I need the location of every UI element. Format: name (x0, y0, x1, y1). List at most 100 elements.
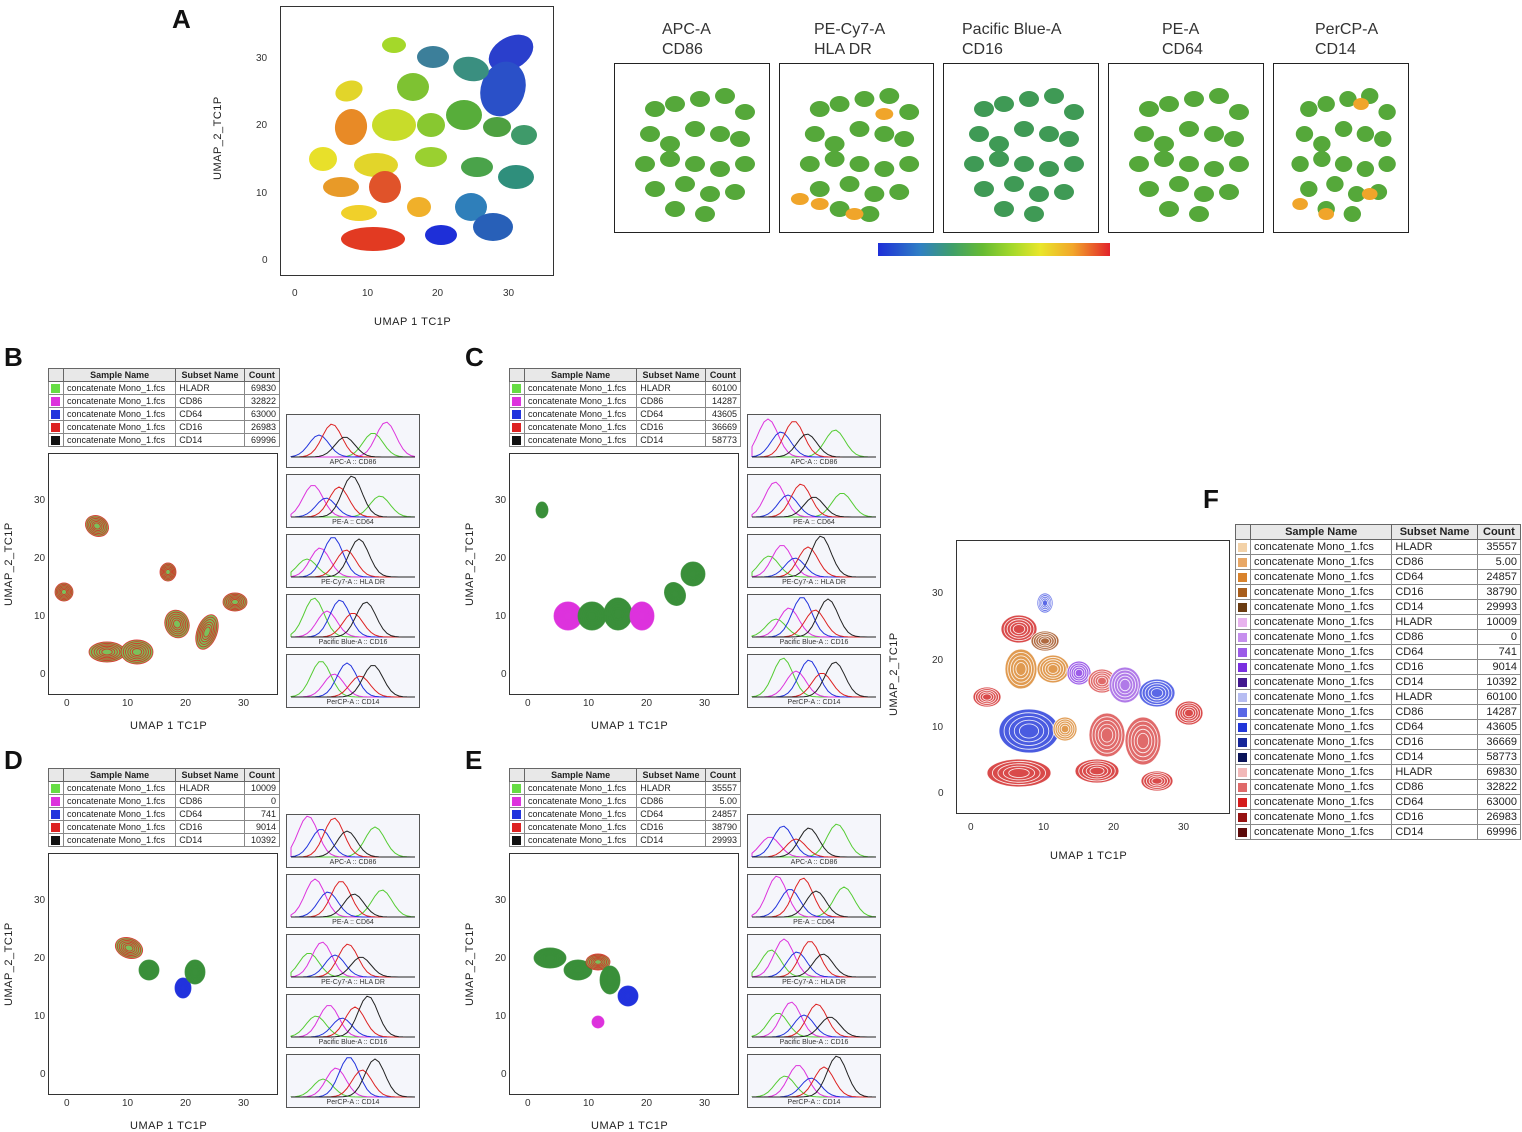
col-count[interactable]: Count (1476, 524, 1522, 540)
table-row[interactable]: concatenate Mono_1.fcs CD14 69996 (1235, 824, 1522, 840)
count-cell: 36669 (704, 420, 742, 434)
umap-contour-plot-e (509, 853, 739, 1095)
legend-swatch (48, 794, 64, 808)
heatmap-cluster (725, 184, 745, 200)
population-contour (585, 953, 611, 971)
population-contour (1066, 660, 1092, 686)
histogram-cd14: PerCP-A :: CD14 (286, 1054, 420, 1108)
population-contour (591, 1015, 605, 1029)
col-count[interactable]: Count (243, 368, 281, 382)
table-row[interactable]: concatenate Mono_1.fcs HLADR 35557 (509, 781, 742, 795)
cluster-point-group (341, 205, 377, 221)
col-count[interactable]: Count (704, 368, 742, 382)
table-row[interactable]: concatenate Mono_1.fcs CD86 5.00 (1235, 554, 1522, 570)
histogram-axis-label: Pacific Blue-A :: CD16 (779, 1039, 849, 1046)
population-contour (1030, 630, 1060, 652)
col-subset-name[interactable]: Subset Name (636, 768, 706, 782)
table-row[interactable]: concatenate Mono_1.fcs CD64 24857 (509, 807, 742, 821)
table-row[interactable]: concatenate Mono_1.fcs CD86 0 (48, 794, 281, 808)
table-row[interactable]: concatenate Mono_1.fcs CD14 10392 (1235, 674, 1522, 690)
table-row[interactable]: concatenate Mono_1.fcs CD16 9014 (48, 820, 281, 834)
y-tick: 20 (495, 953, 507, 964)
table-row[interactable]: concatenate Mono_1.fcs CD14 29993 (1235, 599, 1522, 615)
heatmap-cluster (824, 151, 845, 167)
umap-scatter-plot-a (280, 6, 554, 276)
subset-name-cell: CD86 (175, 394, 245, 408)
table-row[interactable]: concatenate Mono_1.fcs HLADR 10009 (1235, 614, 1522, 630)
heatmap-cluster (1300, 101, 1318, 117)
population-contour (664, 582, 686, 606)
population-contour (986, 758, 1052, 788)
col-subset-name[interactable]: Subset Name (175, 768, 245, 782)
table-row[interactable]: concatenate Mono_1.fcs CD64 63000 (48, 407, 281, 421)
col-sample-name[interactable]: Sample Name (62, 768, 177, 782)
table-row[interactable]: concatenate Mono_1.fcs CD14 58773 (509, 433, 742, 447)
histogram-curve (291, 436, 415, 458)
table-row[interactable]: concatenate Mono_1.fcs CD64 741 (1235, 644, 1522, 660)
table-row[interactable]: concatenate Mono_1.fcs CD14 69996 (48, 433, 281, 447)
col-sample-name[interactable]: Sample Name (1249, 524, 1393, 540)
table-row[interactable]: concatenate Mono_1.fcs CD86 32822 (48, 394, 281, 408)
table-row[interactable]: concatenate Mono_1.fcs CD14 58773 (1235, 749, 1522, 765)
table-row[interactable]: concatenate Mono_1.fcs CD16 38790 (509, 820, 742, 834)
table-row[interactable]: concatenate Mono_1.fcs HLADR 69830 (48, 381, 281, 395)
table-row[interactable]: concatenate Mono_1.fcs HLADR 35557 (1235, 539, 1522, 555)
table-row[interactable]: concatenate Mono_1.fcs CD86 5.00 (509, 794, 742, 808)
x-tick: 10 (122, 1098, 134, 1109)
histogram-cd16: Pacific Blue-A :: CD16 (286, 594, 420, 648)
col-count[interactable]: Count (704, 768, 742, 782)
table-row[interactable]: concatenate Mono_1.fcs CD16 36669 (509, 420, 742, 434)
col-sample-name[interactable]: Sample Name (523, 768, 638, 782)
sample-name-cell: concatenate Mono_1.fcs (523, 433, 638, 447)
table-row[interactable]: concatenate Mono_1.fcs CD86 14287 (1235, 704, 1522, 720)
table-row[interactable]: concatenate Mono_1.fcs CD86 32822 (1235, 779, 1522, 795)
table-row[interactable]: concatenate Mono_1.fcs CD86 0 (1235, 629, 1522, 645)
table-row[interactable]: concatenate Mono_1.fcs HLADR 60100 (509, 381, 742, 395)
legend-swatch (1235, 614, 1251, 630)
table-row[interactable]: concatenate Mono_1.fcs CD64 63000 (1235, 794, 1522, 810)
col-count[interactable]: Count (243, 768, 281, 782)
heatmap-cluster (889, 184, 910, 200)
col-subset-name[interactable]: Subset Name (1391, 524, 1478, 540)
sample-name-cell: concatenate Mono_1.fcs (1249, 719, 1393, 735)
legend-swatch (509, 433, 525, 447)
table-row[interactable]: concatenate Mono_1.fcs CD86 14287 (509, 394, 742, 408)
count-cell: 29993 (1476, 599, 1522, 615)
histogram-cd86: APC-A :: CD86 (747, 414, 881, 468)
table-row[interactable]: concatenate Mono_1.fcs CD64 43605 (1235, 719, 1522, 735)
histogram-curve (291, 538, 415, 578)
histogram-curve (291, 954, 415, 978)
table-row[interactable]: concatenate Mono_1.fcs CD16 9014 (1235, 659, 1522, 675)
table-row[interactable]: concatenate Mono_1.fcs CD64 24857 (1235, 569, 1522, 585)
table-row[interactable]: concatenate Mono_1.fcs CD16 26983 (1235, 809, 1522, 825)
col-subset-name[interactable]: Subset Name (175, 368, 245, 382)
umap-scatter-svg (309, 34, 537, 251)
heatmap-cluster (665, 96, 685, 112)
table-row[interactable]: concatenate Mono_1.fcs CD16 36669 (1235, 734, 1522, 750)
table-row[interactable]: concatenate Mono_1.fcs CD64 741 (48, 807, 281, 821)
count-cell: 36669 (1476, 734, 1522, 750)
heatmap-cluster (685, 121, 705, 137)
table-row[interactable]: concatenate Mono_1.fcs HLADR 69830 (1235, 764, 1522, 780)
table-row[interactable]: concatenate Mono_1.fcs CD14 29993 (509, 833, 742, 847)
x-axis-label-f: UMAP 1 TC1P (1050, 850, 1128, 862)
y-tick: 30 (495, 895, 507, 906)
table-row[interactable]: concatenate Mono_1.fcs CD64 43605 (509, 407, 742, 421)
col-subset-name[interactable]: Subset Name (636, 368, 706, 382)
col-sample-name[interactable]: Sample Name (62, 368, 177, 382)
table-row[interactable]: concatenate Mono_1.fcs HLADR 60100 (1235, 689, 1522, 705)
panel-letter-c: C (465, 342, 484, 372)
heatmap-cluster (1029, 186, 1049, 202)
sample-name-cell: concatenate Mono_1.fcs (523, 420, 638, 434)
subset-name-cell: CD16 (175, 820, 245, 834)
heatmap-cluster (989, 136, 1009, 152)
col-sample-name[interactable]: Sample Name (523, 368, 638, 382)
histogram-curve (291, 995, 415, 1038)
table-row[interactable]: concatenate Mono_1.fcs HLADR 10009 (48, 781, 281, 795)
sample-name-cell: concatenate Mono_1.fcs (523, 407, 638, 421)
count-cell: 32822 (243, 394, 281, 408)
table-row[interactable]: concatenate Mono_1.fcs CD16 38790 (1235, 584, 1522, 600)
histogram-curve (751, 889, 876, 918)
table-row[interactable]: concatenate Mono_1.fcs CD14 10392 (48, 833, 281, 847)
table-row[interactable]: concatenate Mono_1.fcs CD16 26983 (48, 420, 281, 434)
